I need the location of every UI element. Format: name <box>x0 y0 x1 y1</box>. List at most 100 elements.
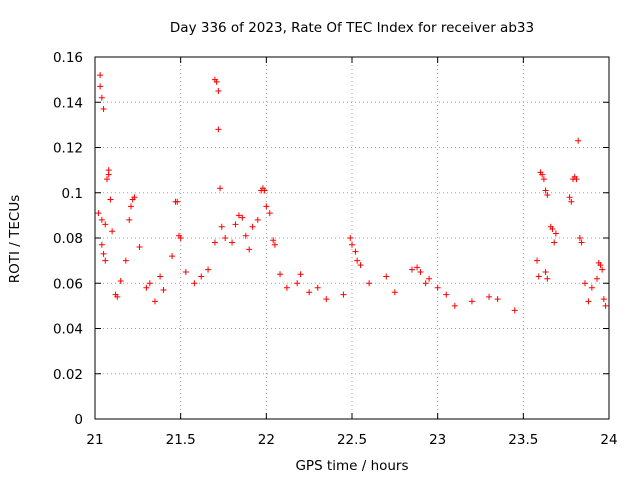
data-point <box>126 216 133 223</box>
data-point <box>242 232 249 239</box>
data-points <box>95 72 609 314</box>
data-point <box>340 291 347 298</box>
data-point <box>314 284 321 291</box>
y-tick-label: 0.06 <box>53 276 83 292</box>
data-point <box>535 273 542 280</box>
data-point <box>98 241 105 248</box>
data-point <box>297 271 304 278</box>
data-point <box>131 194 138 201</box>
data-point <box>544 275 551 282</box>
data-point <box>215 126 222 133</box>
data-point <box>174 198 181 205</box>
data-point <box>117 277 124 284</box>
data-point <box>582 280 589 287</box>
y-tick-label: 0.08 <box>53 231 83 247</box>
data-point <box>235 212 242 219</box>
data-point <box>98 94 105 101</box>
y-tick-label: 0.04 <box>53 322 83 338</box>
data-point <box>246 246 253 253</box>
data-point <box>95 210 102 217</box>
data-point <box>347 235 354 241</box>
data-point <box>539 171 546 178</box>
y-tick-label: 0.14 <box>53 95 83 111</box>
data-point <box>414 264 421 271</box>
data-point <box>182 268 189 275</box>
x-tick-label: 24 <box>600 432 617 448</box>
data-point <box>122 257 129 264</box>
data-point <box>451 302 458 309</box>
data-point <box>215 87 222 94</box>
data-point <box>383 273 390 280</box>
data-point <box>263 203 270 210</box>
data-point <box>277 271 284 278</box>
x-axis-label: GPS time / hours <box>295 458 408 474</box>
data-point <box>551 239 558 246</box>
chart-title: Day 336 of 2023, Rate Of TEC Index for r… <box>170 20 534 36</box>
data-point <box>422 280 429 287</box>
x-axis: 21 21.5 22 22.5 23 23.5 24 <box>86 57 618 448</box>
data-point <box>352 248 359 255</box>
data-point <box>169 253 176 260</box>
y-axis: 0 0.02 0.04 0.06 0.08 0.1 0.12 0.14 0.16 <box>53 50 609 428</box>
x-tick-label: 21.5 <box>166 432 196 448</box>
data-point <box>270 237 277 244</box>
data-point <box>97 72 104 79</box>
data-point <box>597 262 604 269</box>
data-point <box>232 221 239 228</box>
data-point <box>151 298 158 305</box>
data-point <box>578 239 585 246</box>
data-point <box>239 214 246 221</box>
data-point <box>443 291 450 298</box>
x-tick-label: 23.5 <box>508 432 538 448</box>
data-point <box>100 106 107 113</box>
data-point <box>602 302 609 309</box>
data-point <box>534 257 541 264</box>
data-point <box>568 198 575 205</box>
data-point <box>544 192 551 199</box>
data-point <box>100 250 107 257</box>
data-point <box>426 275 433 282</box>
data-point <box>540 176 547 183</box>
data-point <box>211 239 218 246</box>
y-tick-label: 0.16 <box>53 50 83 66</box>
data-point <box>283 284 290 291</box>
y-tick-label: 0.02 <box>53 367 83 383</box>
y-tick-label: 0 <box>74 412 83 428</box>
data-point <box>109 228 116 235</box>
data-point <box>511 307 518 314</box>
data-point <box>136 244 143 251</box>
data-point <box>261 187 268 194</box>
data-point <box>229 239 236 246</box>
data-point <box>594 275 601 282</box>
data-point <box>254 216 261 223</box>
x-tick-label: 22.5 <box>337 432 367 448</box>
data-point <box>588 284 595 291</box>
data-point <box>294 280 301 287</box>
data-point <box>417 268 424 275</box>
data-point <box>143 284 150 291</box>
data-point <box>97 83 104 90</box>
y-tick-label: 0.1 <box>62 186 83 202</box>
data-point <box>160 287 167 294</box>
data-point <box>103 176 110 183</box>
data-point <box>146 280 153 287</box>
data-point <box>600 296 607 303</box>
y-axis-label: ROTI / TECUs <box>7 195 23 283</box>
data-point <box>573 176 580 183</box>
data-point <box>191 280 198 287</box>
data-point <box>486 293 493 300</box>
data-point <box>434 284 441 291</box>
data-point <box>575 137 582 144</box>
data-point <box>549 225 556 232</box>
data-point <box>266 210 273 217</box>
data-point <box>127 203 134 210</box>
x-tick-label: 23 <box>429 432 446 448</box>
data-point <box>366 280 373 287</box>
data-point <box>542 187 549 194</box>
data-point <box>349 241 355 248</box>
data-point <box>217 185 224 192</box>
data-point <box>98 216 105 223</box>
data-point <box>542 268 549 275</box>
data-point <box>306 289 313 296</box>
